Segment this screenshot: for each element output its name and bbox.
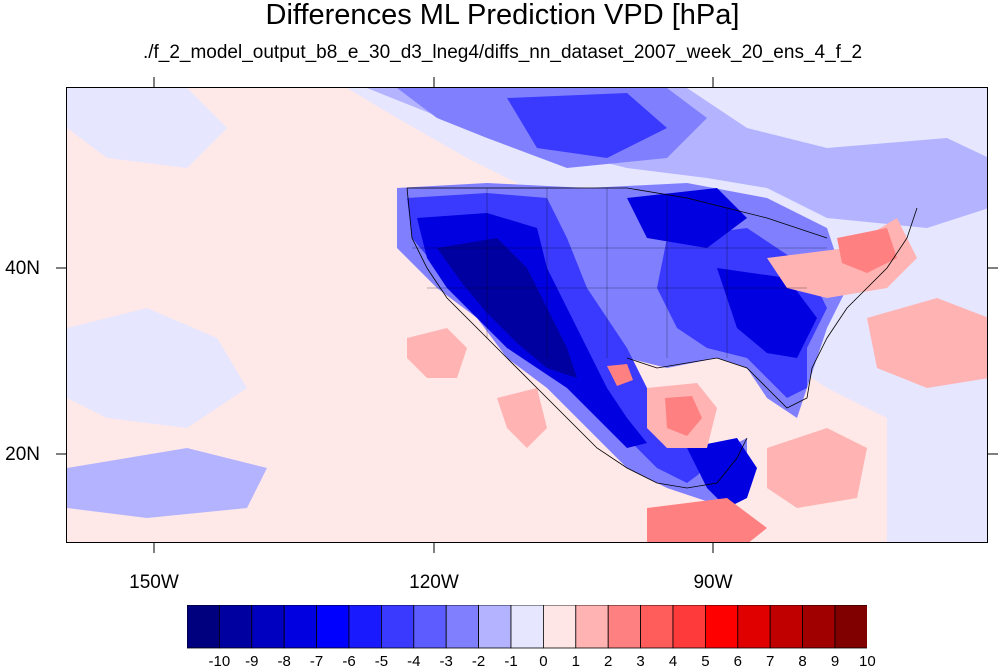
red-light-caribbean (767, 428, 867, 508)
colorbar-tick-label: -7 (309, 653, 324, 670)
colorbar-swatch (413, 605, 447, 649)
colorbar-tick-label: 5 (701, 653, 710, 670)
red-light-pacific-mexico (497, 388, 547, 448)
vpd-difference-field (67, 88, 987, 542)
red-mid-gulf (665, 396, 702, 436)
blue-region-south-pacific (67, 448, 267, 518)
colorbar-swatch (769, 605, 804, 649)
colorbar-tick-label: 10 (859, 653, 876, 670)
lon-label-90w: 90W (693, 572, 733, 593)
colorbar-tick-label: 3 (636, 653, 645, 670)
colorbar-tick-label: -1 (504, 653, 518, 670)
colorbar-swatch (380, 605, 415, 649)
colorbar-swatch (478, 605, 512, 649)
state-boundaries (412, 188, 827, 358)
us-canada-border (407, 187, 828, 239)
colorbar-swatch (607, 605, 642, 649)
axis-ticks (56, 77, 998, 553)
colorbar-swatch (187, 605, 220, 649)
darkest-blue-southwest (437, 238, 577, 378)
red-mid-texas (607, 364, 633, 386)
colorbar-tick-label: -2 (471, 653, 486, 670)
pale-blue-region-pacific (67, 308, 247, 428)
colorbar-tick-label: -5 (374, 653, 389, 670)
pacific-coastline (406, 187, 748, 489)
gulf-atlantic-coastline (626, 207, 918, 409)
colorbar-tick-label: 2 (604, 653, 613, 670)
colorbar-swatch (445, 605, 480, 649)
deep-blue-yucatan (687, 438, 757, 508)
colorbar (187, 605, 867, 649)
lat-label-40n: 40N (5, 258, 40, 279)
lon-label-150w: 150W (129, 572, 179, 593)
colorbar-tick-label: 6 (733, 653, 742, 670)
colorbar-swatch (575, 605, 609, 649)
colorbar-swatch (348, 605, 382, 649)
colorbar-swatch (251, 605, 285, 649)
colorbar-swatch (283, 605, 317, 649)
colorbar-swatch (316, 605, 350, 649)
colorbar-tick-label: 1 (571, 653, 580, 670)
colorbar-swatch (510, 605, 544, 649)
red-light-baja-coast (407, 328, 467, 378)
pale-blue-region-nw (67, 88, 227, 168)
colorbar-swatch (802, 605, 836, 649)
deep-blue-north-central (627, 188, 747, 248)
red-mid-new-england (837, 228, 897, 273)
map-plot-area[interactable] (66, 87, 988, 543)
colorbar-swatch (737, 605, 771, 649)
colorbar-tick-label: 8 (798, 653, 807, 670)
colorbar-swatch (705, 605, 739, 649)
colorbar-tick-label: -10 (208, 653, 231, 670)
colorbar-tick-label: 0 (539, 653, 548, 670)
colorbar-tick-label: -6 (342, 653, 356, 670)
map-subtitle: ./f_2_model_output_b8_e_30_d3_lneg4/diff… (142, 42, 863, 63)
deep-blue-southeast (717, 268, 817, 358)
map-title: Differences ML Prediction VPD [hPa] (265, 0, 740, 31)
colorbar-tick-label: -4 (407, 653, 421, 670)
strong-blue-canada (507, 93, 667, 158)
lat-label-20n: 20N (5, 444, 40, 465)
lon-label-120w: 120W (409, 572, 459, 593)
colorbar-tick-label: 4 (668, 653, 678, 670)
colorbar-tick-label: 7 (766, 653, 775, 670)
colorbar-tick-label: -9 (245, 653, 259, 670)
red-light-atlantic (867, 298, 987, 388)
colorbar-tick-label: -8 (277, 653, 291, 670)
colorbar-tick-label: -3 (439, 653, 453, 670)
colorbar-swatch (219, 605, 253, 649)
colorbar-tick-label: 9 (830, 653, 840, 670)
colorbar-swatch (542, 605, 577, 649)
colorbar-swatch (672, 605, 706, 649)
red-mid-central-america (647, 498, 767, 542)
colorbar-swatch (640, 605, 674, 649)
colorbar-swatch (834, 605, 867, 649)
